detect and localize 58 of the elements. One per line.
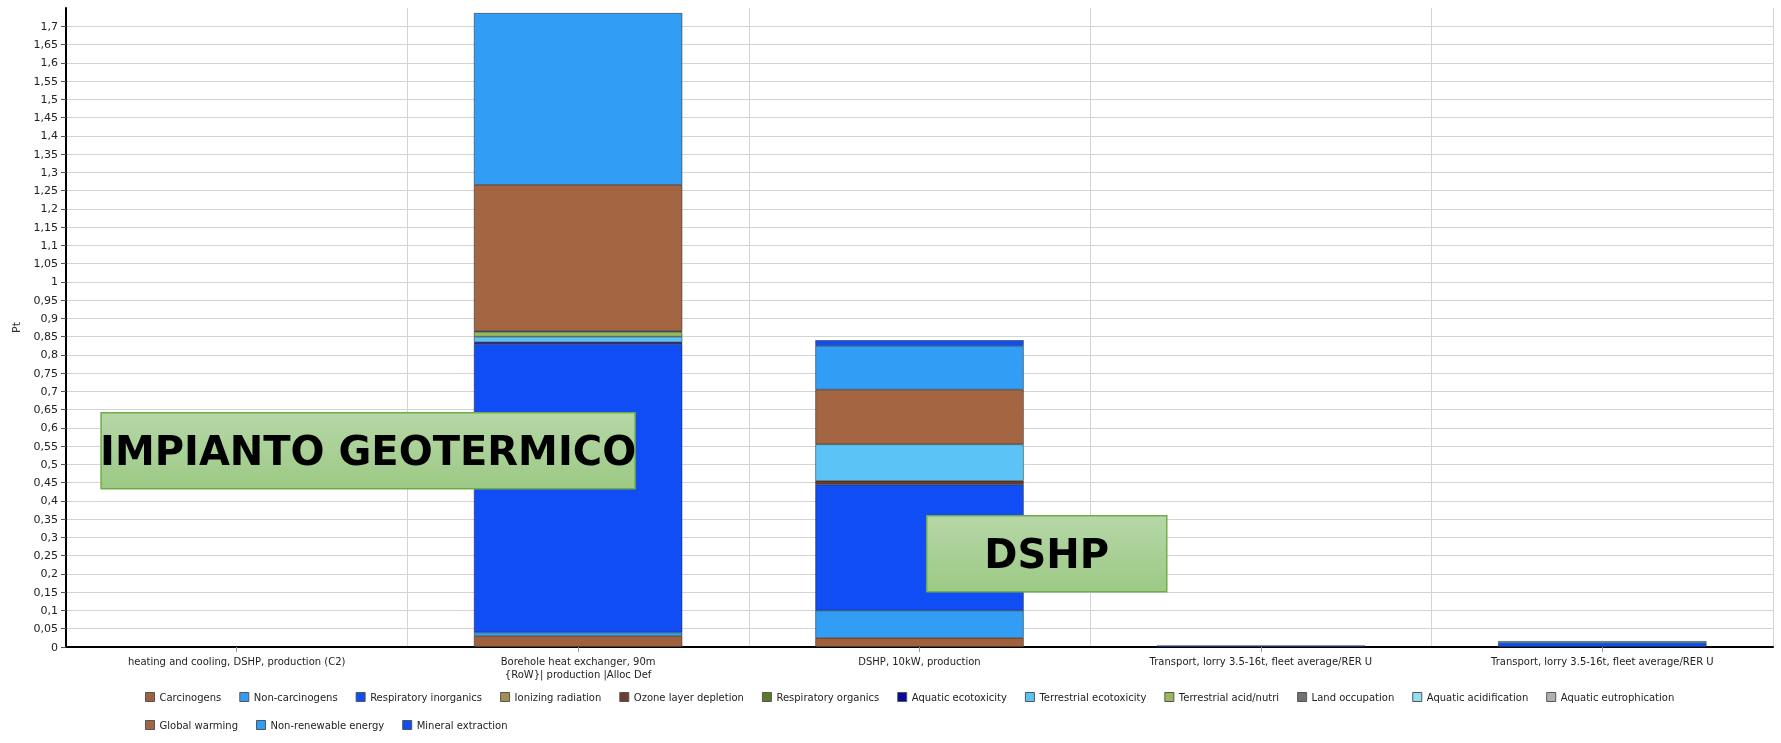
legend-label: Aquatic eutrophication — [1560, 691, 1675, 703]
legend-label: Respiratory organics — [776, 691, 880, 703]
y-axis-title: Pt — [10, 321, 23, 333]
y-tick-label: 0,95 — [33, 293, 58, 307]
x-tick-label: Borehole heat exchanger, 90m {RoW}| production |Alloc Def — [500, 656, 656, 681]
y-tick-label: 0 — [51, 640, 58, 654]
annotation: IMPIANTO GEOTERMICO — [100, 427, 637, 474]
y-tick-label: 1 — [51, 275, 58, 289]
y-tick-label: 0,5 — [40, 457, 58, 471]
y-tick-label: 0,25 — [33, 549, 58, 563]
legend-label: Land occupation — [1311, 691, 1395, 703]
y-tick-label: 0,75 — [33, 366, 58, 380]
y-tick-label: 1,7 — [40, 19, 58, 33]
y-tick-label: 0,7 — [40, 384, 58, 398]
y-tick-label: 1,15 — [33, 220, 58, 234]
legend-label: Aquatic acidification — [1426, 691, 1529, 703]
y-tick-label: 0,4 — [40, 494, 58, 508]
legend-label: Ozone layer depletion — [633, 691, 744, 703]
y-tick-label: 0,15 — [33, 585, 58, 599]
x-tick-label: DSHP, 10kW, production — [858, 656, 981, 667]
annotation: DSHP — [984, 530, 1110, 577]
legend-label: Ionizing radiation — [514, 691, 602, 703]
y-tick-label: 1,4 — [40, 129, 58, 143]
y-tick-label: 0,45 — [33, 476, 58, 490]
y-tick-label: 1,35 — [33, 147, 58, 161]
legend-label: Mineral extraction — [416, 719, 508, 731]
y-tick-label: 0,85 — [33, 330, 58, 344]
legend-label: Global warming — [159, 719, 239, 731]
y-tick-label: 0,55 — [33, 439, 58, 453]
y-tick-label: 0,1 — [40, 603, 58, 617]
y-tick-label: 1,45 — [33, 111, 58, 125]
y-tick-label: 1,3 — [40, 165, 58, 179]
x-tick-label: Transport, lorry 3.5-16t, fleet average/RER U — [1148, 656, 1373, 667]
legend-label: Terrestrial acid/nutri — [1177, 691, 1280, 703]
legend-label: Non-carcinogens — [253, 691, 338, 703]
y-tick-label: 1,55 — [33, 74, 58, 88]
y-tick-label: 1,25 — [33, 184, 58, 198]
y-tick-label: 0,6 — [40, 421, 58, 435]
legend-label: Non-renewable energy — [270, 719, 385, 731]
legend-label: Aquatic ecotoxicity — [911, 691, 1007, 703]
y-tick-label: 0,8 — [40, 348, 58, 362]
x-tick-label: heating and cooling, DSHP, production (C2) — [127, 656, 346, 667]
y-tick-label: 0,05 — [33, 622, 58, 636]
legend-label: Terrestrial ecotoxicity — [1038, 691, 1147, 703]
legend-label: Carcinogens — [159, 691, 222, 703]
legend-label: Respiratory inorganics — [370, 691, 483, 703]
y-tick-label: 1,05 — [33, 257, 58, 271]
x-tick-label: Transport, lorry 3.5-16t, fleet average/RER U — [1490, 656, 1714, 667]
y-tick-label: 0,9 — [40, 311, 58, 325]
y-tick-label: 1,1 — [40, 238, 58, 252]
y-tick-label: 0,65 — [33, 403, 58, 417]
y-tick-label: 1,6 — [40, 56, 58, 70]
y-tick-label: 0,35 — [33, 512, 58, 526]
y-tick-label: 0,2 — [40, 567, 58, 581]
y-tick-label: 1,2 — [40, 202, 58, 216]
y-tick-label: 1,65 — [33, 38, 58, 52]
y-tick-label: 1,5 — [40, 92, 58, 106]
y-tick-label: 0,3 — [40, 530, 58, 544]
